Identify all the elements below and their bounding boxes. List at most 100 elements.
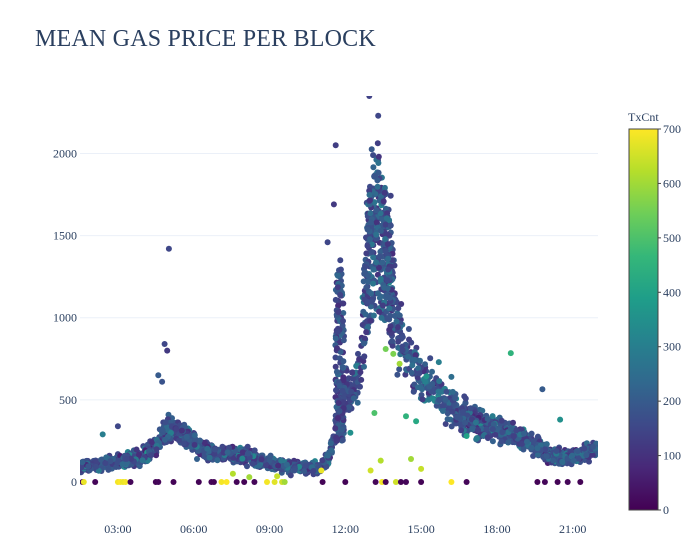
data-point <box>507 350 514 357</box>
data-point <box>370 280 377 287</box>
data-point <box>469 426 476 433</box>
colorbar-gradient <box>628 128 659 511</box>
data-point <box>448 479 455 485</box>
data-point <box>498 438 505 445</box>
data-point <box>246 474 253 481</box>
data-point <box>339 437 346 444</box>
chart-title: MEAN GAS PRICE PER BLOCK <box>35 26 376 52</box>
data-point <box>99 431 106 438</box>
data-point <box>267 452 274 459</box>
data-point <box>543 453 550 460</box>
y-tick-label: 1000 <box>53 311 77 325</box>
data-point <box>370 312 377 319</box>
data-point <box>342 479 349 485</box>
data-point <box>148 452 155 459</box>
data-point <box>327 440 334 447</box>
data-point <box>435 388 442 395</box>
data-point <box>387 222 394 229</box>
data-point <box>371 199 378 206</box>
data-point <box>373 259 380 266</box>
data-point <box>155 479 162 485</box>
data-point <box>415 365 422 372</box>
data-point <box>507 425 514 432</box>
data-point <box>409 362 416 369</box>
data-point <box>271 479 278 485</box>
data-point <box>339 426 346 433</box>
data-point <box>382 247 389 254</box>
data-point <box>436 378 443 385</box>
data-point <box>302 463 309 470</box>
data-point <box>229 470 236 477</box>
data-point <box>115 457 122 464</box>
data-point <box>149 439 156 446</box>
data-point <box>399 347 406 354</box>
data-point <box>375 160 382 166</box>
colorbar-tick-label: 0 <box>663 503 669 517</box>
data-point <box>336 408 343 414</box>
data-point <box>337 257 344 264</box>
data-point <box>418 465 425 472</box>
data-point <box>458 427 465 434</box>
data-point <box>204 445 211 452</box>
data-point <box>368 298 375 305</box>
data-point <box>454 414 461 421</box>
data-point <box>340 318 346 324</box>
data-point <box>369 249 375 255</box>
data-point <box>360 278 367 285</box>
data-point <box>492 431 499 438</box>
data-point <box>448 373 455 380</box>
data-point <box>324 239 331 246</box>
data-point <box>348 388 355 395</box>
data-point <box>384 285 391 292</box>
data-point <box>542 446 549 453</box>
data-point <box>165 245 172 252</box>
data-point <box>467 405 474 412</box>
data-point <box>539 386 546 393</box>
data-point <box>291 467 298 474</box>
data-point <box>239 455 246 462</box>
data-point <box>513 427 520 434</box>
data-point <box>363 284 370 291</box>
data-point <box>452 395 459 401</box>
data-point <box>396 366 403 373</box>
data-point <box>429 368 435 375</box>
data-point <box>335 400 342 406</box>
data-point <box>365 278 372 285</box>
data-point <box>370 164 377 171</box>
data-point <box>374 140 381 147</box>
data-point <box>462 399 469 406</box>
data-point <box>210 479 217 485</box>
data-point <box>444 410 451 417</box>
data-point <box>382 205 389 212</box>
data-point <box>336 382 343 389</box>
data-point <box>395 305 402 312</box>
data-point <box>379 302 386 309</box>
data-point <box>364 242 371 249</box>
data-point <box>136 451 142 458</box>
data-point <box>427 355 434 362</box>
data-point <box>448 423 455 430</box>
data-point <box>528 444 535 451</box>
data-point <box>489 426 496 433</box>
data-point <box>373 207 380 214</box>
data-point <box>206 454 213 461</box>
data-point <box>363 329 370 336</box>
data-point <box>505 439 512 446</box>
data-point <box>334 284 341 291</box>
data-point <box>581 445 588 452</box>
x-tick-label: 18:00 <box>483 522 510 534</box>
data-point <box>381 184 388 191</box>
data-point <box>226 444 232 451</box>
data-point <box>340 374 347 381</box>
data-point <box>332 335 339 342</box>
colorbar-tick-label: 700 <box>663 122 681 136</box>
data-point <box>335 302 342 309</box>
data-point <box>367 210 374 217</box>
data-point <box>498 417 505 424</box>
data-point <box>283 461 290 468</box>
data-point <box>405 326 412 332</box>
data-point <box>384 241 391 247</box>
data-point <box>170 479 177 485</box>
colorbar-tick-label: 400 <box>663 285 681 299</box>
